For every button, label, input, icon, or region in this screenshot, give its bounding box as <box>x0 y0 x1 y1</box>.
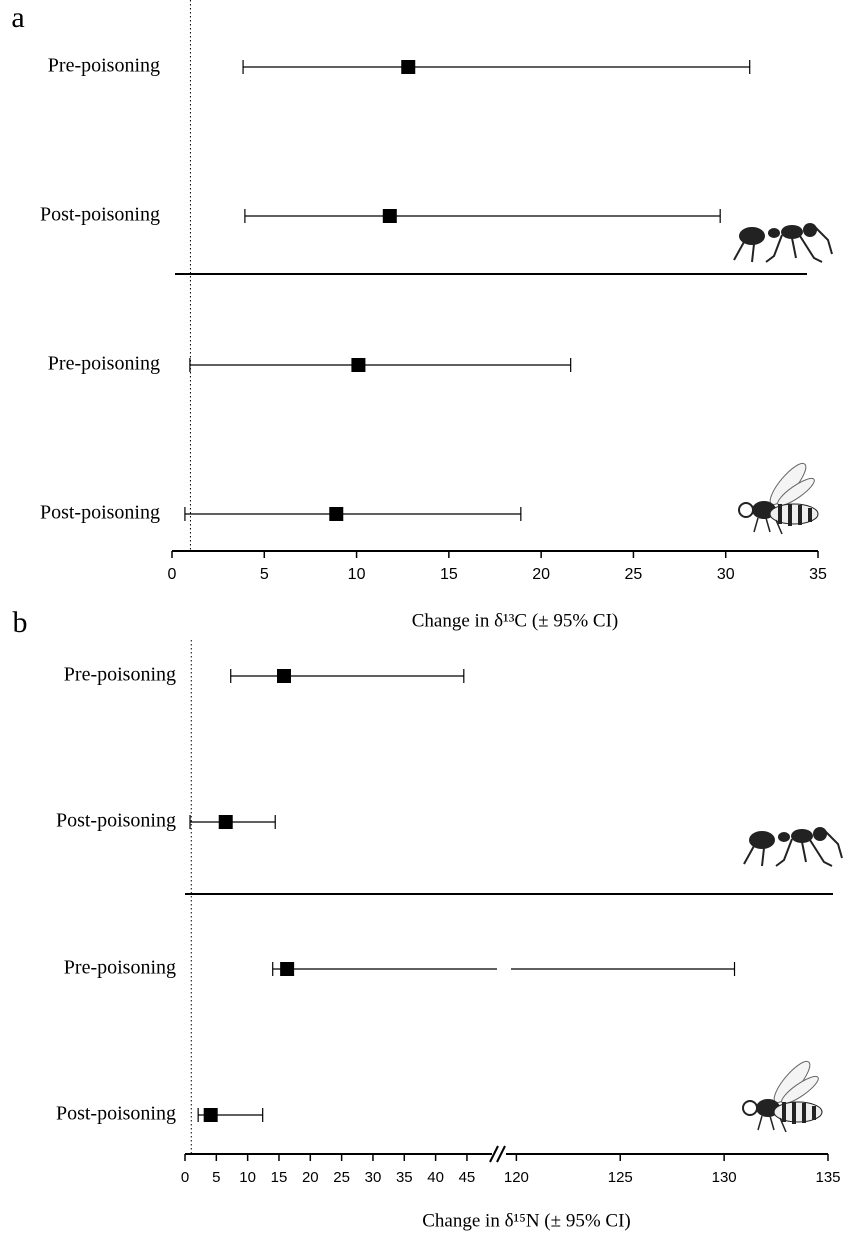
x-tick-label: 25 <box>333 1169 350 1186</box>
ant-icon <box>733 222 833 263</box>
x-axis-label: Change in δ¹⁵N (± 95% CI) <box>422 1210 630 1231</box>
x-tick-label: 130 <box>712 1169 737 1186</box>
estimate-marker <box>218 815 233 829</box>
row-label: Post-poisoning <box>56 810 176 832</box>
x-tick-label: 5 <box>212 1169 220 1186</box>
x-axis-label: Change in δ¹³C (± 95% CI) <box>412 610 619 631</box>
panel-label: b <box>13 606 28 639</box>
x-tick-label: 20 <box>532 566 550 583</box>
x-tick-label: 35 <box>809 566 827 583</box>
row-label: Post-poisoning <box>40 204 160 226</box>
estimate-marker <box>280 962 295 976</box>
x-tick-label: 5 <box>260 566 269 583</box>
axis-break <box>496 1145 506 1163</box>
panel-label: a <box>11 1 24 34</box>
ant-icon <box>743 826 843 867</box>
row-label: Pre-poisoning <box>48 353 160 375</box>
x-tick-label: 25 <box>625 566 643 583</box>
x-tick-label: 125 <box>608 1169 633 1186</box>
estimate-marker <box>401 60 416 74</box>
x-tick-label: 45 <box>459 1169 476 1186</box>
row-label: Pre-poisoning <box>48 55 160 77</box>
wasp-icon <box>741 1054 824 1134</box>
row-label: Pre-poisoning <box>64 957 176 979</box>
axis-break <box>489 1145 499 1163</box>
estimate-marker <box>203 1108 218 1122</box>
x-tick-label: 30 <box>365 1169 382 1186</box>
x-tick-label: 40 <box>427 1169 444 1186</box>
wasp-icon <box>737 456 820 536</box>
x-tick-label: 10 <box>239 1169 256 1186</box>
x-tick-label: 0 <box>168 566 177 583</box>
x-tick-label: 20 <box>302 1169 319 1186</box>
estimate-marker <box>382 209 397 223</box>
x-tick-label: 10 <box>348 566 366 583</box>
x-tick-label: 135 <box>815 1169 840 1186</box>
row-label: Post-poisoning <box>56 1103 176 1125</box>
x-tick-label: 15 <box>440 566 458 583</box>
estimate-marker <box>276 669 291 683</box>
x-tick-label: 35 <box>396 1169 413 1186</box>
x-tick-label: 30 <box>717 566 735 583</box>
estimate-marker <box>329 507 344 521</box>
x-tick-label: 120 <box>504 1169 529 1186</box>
row-label: Pre-poisoning <box>64 664 176 686</box>
estimate-marker <box>351 358 366 372</box>
x-tick-label: 0 <box>181 1169 189 1186</box>
row-label: Post-poisoning <box>40 502 160 524</box>
x-tick-label: 15 <box>271 1169 288 1186</box>
